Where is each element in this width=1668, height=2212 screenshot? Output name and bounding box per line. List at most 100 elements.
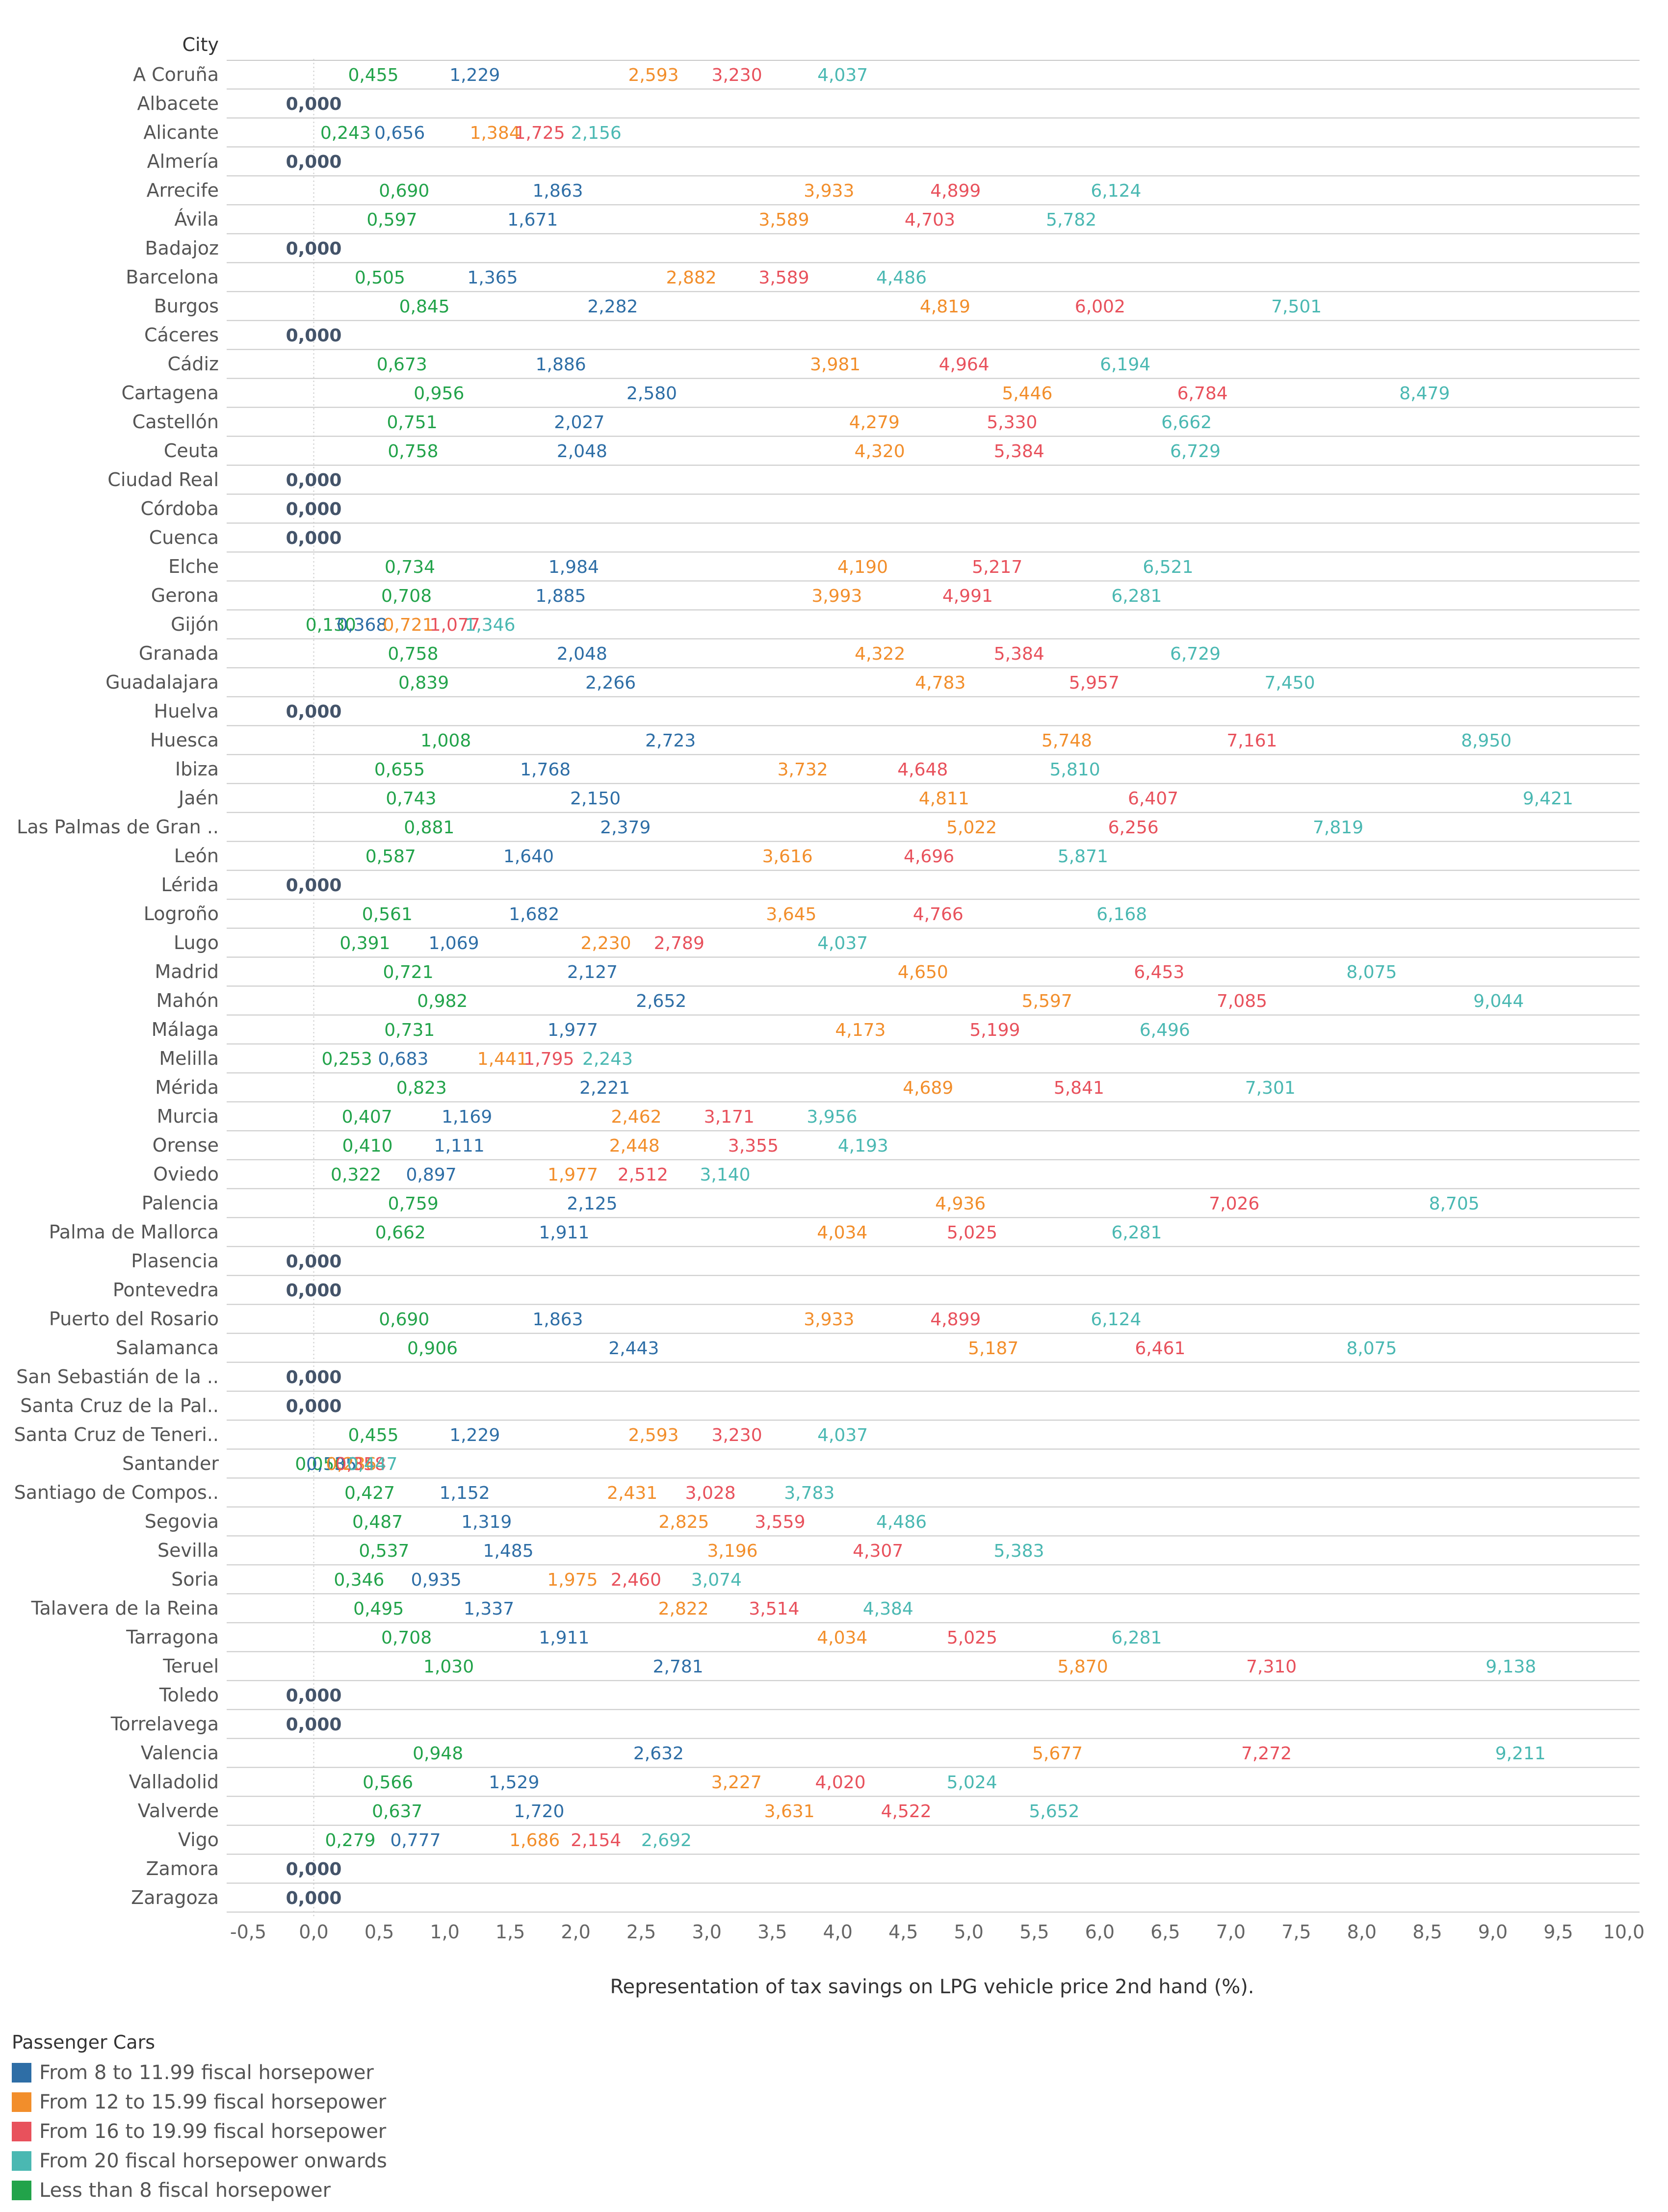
- value-label: 1,077: [430, 615, 480, 635]
- city-row: Las Palmas de Gran .. 0,881 2,379 5,022 6,25…: [17, 816, 1640, 842]
- city-label: Toledo: [159, 1684, 219, 1706]
- value-label: 0,000: [286, 1859, 342, 1879]
- value-label: 6,281: [1111, 1628, 1162, 1648]
- value-label: 0,690: [379, 1310, 429, 1330]
- value-label: 0,721: [383, 962, 434, 982]
- value-label: 4,964: [939, 355, 990, 375]
- value-label: 0,000: [286, 326, 342, 346]
- x-tick-label: 10,0: [1603, 1921, 1645, 1943]
- city-row: Logroño 0,561 1,682 3,645 4,766 6,168: [144, 903, 1640, 929]
- legend-label: From 20 fiscal horsepower onwards: [39, 2150, 387, 2172]
- legend-item[interactable]: From 8 to 11.99 fiscal horsepower: [12, 2058, 387, 2087]
- value-label: 3,028: [685, 1483, 736, 1503]
- city-row: Almería 0,000: [147, 151, 1640, 177]
- city-label: Oviedo: [153, 1163, 219, 1185]
- value-label: 0,000: [286, 1686, 342, 1706]
- city-row: Madrid 0,721 2,127 4,650 6,453 8,075: [155, 961, 1640, 987]
- value-label: 2,221: [579, 1078, 630, 1098]
- value-label: 1,229: [449, 65, 500, 85]
- value-label: 0,000: [286, 470, 342, 490]
- value-label: 0,455: [348, 1425, 398, 1445]
- value-label: 0,561: [362, 904, 413, 925]
- city-row: Jaén 0,743 2,150 4,811 6,407 9,421: [178, 787, 1640, 813]
- value-label: 6,461: [1135, 1338, 1185, 1359]
- x-tick-label: 0,5: [365, 1921, 394, 1943]
- city-row: Zamora 0,000: [146, 1858, 1640, 1884]
- legend-item[interactable]: From 16 to 19.99 fiscal horsepower: [12, 2117, 387, 2146]
- city-row: Ávila 0,597 1,671 3,589 4,703 5,782: [174, 208, 1640, 234]
- value-label: 1,640: [503, 847, 554, 867]
- value-label: 2,512: [618, 1165, 668, 1185]
- city-label: Arrecife: [147, 180, 219, 201]
- value-label: 0,505: [355, 268, 405, 288]
- value-label: 4,811: [919, 789, 969, 809]
- value-label: 0,948: [413, 1744, 463, 1764]
- value-label: 2,652: [636, 991, 686, 1011]
- city-row: Cuenca 0,000: [149, 527, 1640, 553]
- value-label: 0,243: [320, 123, 371, 143]
- value-label: 1,768: [520, 760, 571, 780]
- value-label: 0,897: [406, 1165, 457, 1185]
- value-label: 1,319: [461, 1512, 512, 1532]
- city-row: Plasencia 0,000: [131, 1250, 1640, 1276]
- value-label: 1,030: [423, 1657, 474, 1677]
- value-label: 2,266: [585, 673, 636, 693]
- value-label: 2,882: [666, 268, 717, 288]
- city-label: Jaén: [178, 787, 219, 809]
- city-label: Mérida: [155, 1077, 219, 1098]
- x-tick-label: -0,5: [230, 1921, 266, 1943]
- value-label: 1,975: [547, 1570, 598, 1590]
- value-label: 1,152: [440, 1483, 490, 1503]
- value-label: 8,705: [1429, 1194, 1480, 1214]
- value-label: 0,777: [390, 1830, 441, 1851]
- value-label: 0,279: [325, 1830, 375, 1851]
- value-label: 1,686: [509, 1830, 560, 1851]
- city-row: Salamanca 0,906 2,443 5,187 6,461 8,075: [116, 1337, 1640, 1363]
- value-label: 4,322: [855, 644, 905, 664]
- value-label: 7,501: [1271, 297, 1322, 317]
- legend-item[interactable]: From 20 fiscal horsepower onwards: [12, 2146, 387, 2176]
- value-label: 6,662: [1161, 412, 1212, 433]
- city-row: Torrelavega 0,000: [110, 1713, 1640, 1739]
- value-label: 1,671: [507, 210, 558, 230]
- value-label: 5,025: [947, 1223, 997, 1243]
- value-label: 1,529: [489, 1773, 539, 1793]
- value-label: 4,173: [835, 1020, 886, 1040]
- value-label: 7,272: [1241, 1744, 1292, 1764]
- value-label: 8,075: [1346, 962, 1397, 982]
- value-label: 1,977: [547, 1165, 598, 1185]
- city-row: Granada 0,758 2,048 4,322 5,384 6,729: [139, 643, 1640, 669]
- value-label: 2,048: [557, 441, 607, 462]
- value-label: 7,819: [1313, 818, 1363, 838]
- value-label: 1,169: [442, 1107, 492, 1127]
- city-label: Puerto del Rosario: [49, 1308, 219, 1330]
- city-label: Orense: [153, 1134, 219, 1156]
- value-label: 1,441: [477, 1049, 528, 1069]
- city-row: Puerto del Rosario 0,690 1,863 3,933 4,899 6,…: [49, 1308, 1640, 1334]
- value-label: 5,022: [946, 818, 997, 838]
- value-label: 0,721: [383, 615, 434, 635]
- city-label: Albacete: [137, 93, 219, 114]
- legend-item[interactable]: From 12 to 15.99 fiscal horsepower: [12, 2087, 387, 2117]
- city-label: Melilla: [159, 1048, 219, 1069]
- value-label: 2,154: [571, 1830, 621, 1851]
- city-label: Teruel: [162, 1655, 219, 1677]
- value-label: 4,307: [853, 1541, 903, 1561]
- legend-item[interactable]: Less than 8 fiscal horsepower: [12, 2176, 387, 2205]
- city-label: Zamora: [146, 1858, 219, 1879]
- value-label: 4,034: [817, 1628, 867, 1648]
- value-label: 0,690: [379, 181, 429, 201]
- value-label: 4,689: [903, 1078, 953, 1098]
- legend-label: From 8 to 11.99 fiscal horsepower: [39, 2061, 374, 2084]
- value-label: 0,455: [348, 65, 398, 85]
- city-label: Burgos: [154, 295, 219, 317]
- city-label: Cádiz: [168, 353, 219, 375]
- city-row: Pontevedra 0,000: [113, 1279, 1640, 1305]
- value-label: 0,000: [286, 1396, 342, 1416]
- value-label: 0,000: [286, 528, 342, 548]
- city-label: Ciudad Real: [107, 469, 219, 490]
- value-label: 0,683: [378, 1049, 428, 1069]
- city-row: Palencia 0,759 2,125 4,936 7,026 8,705: [142, 1192, 1640, 1218]
- value-label: 0,734: [385, 557, 435, 577]
